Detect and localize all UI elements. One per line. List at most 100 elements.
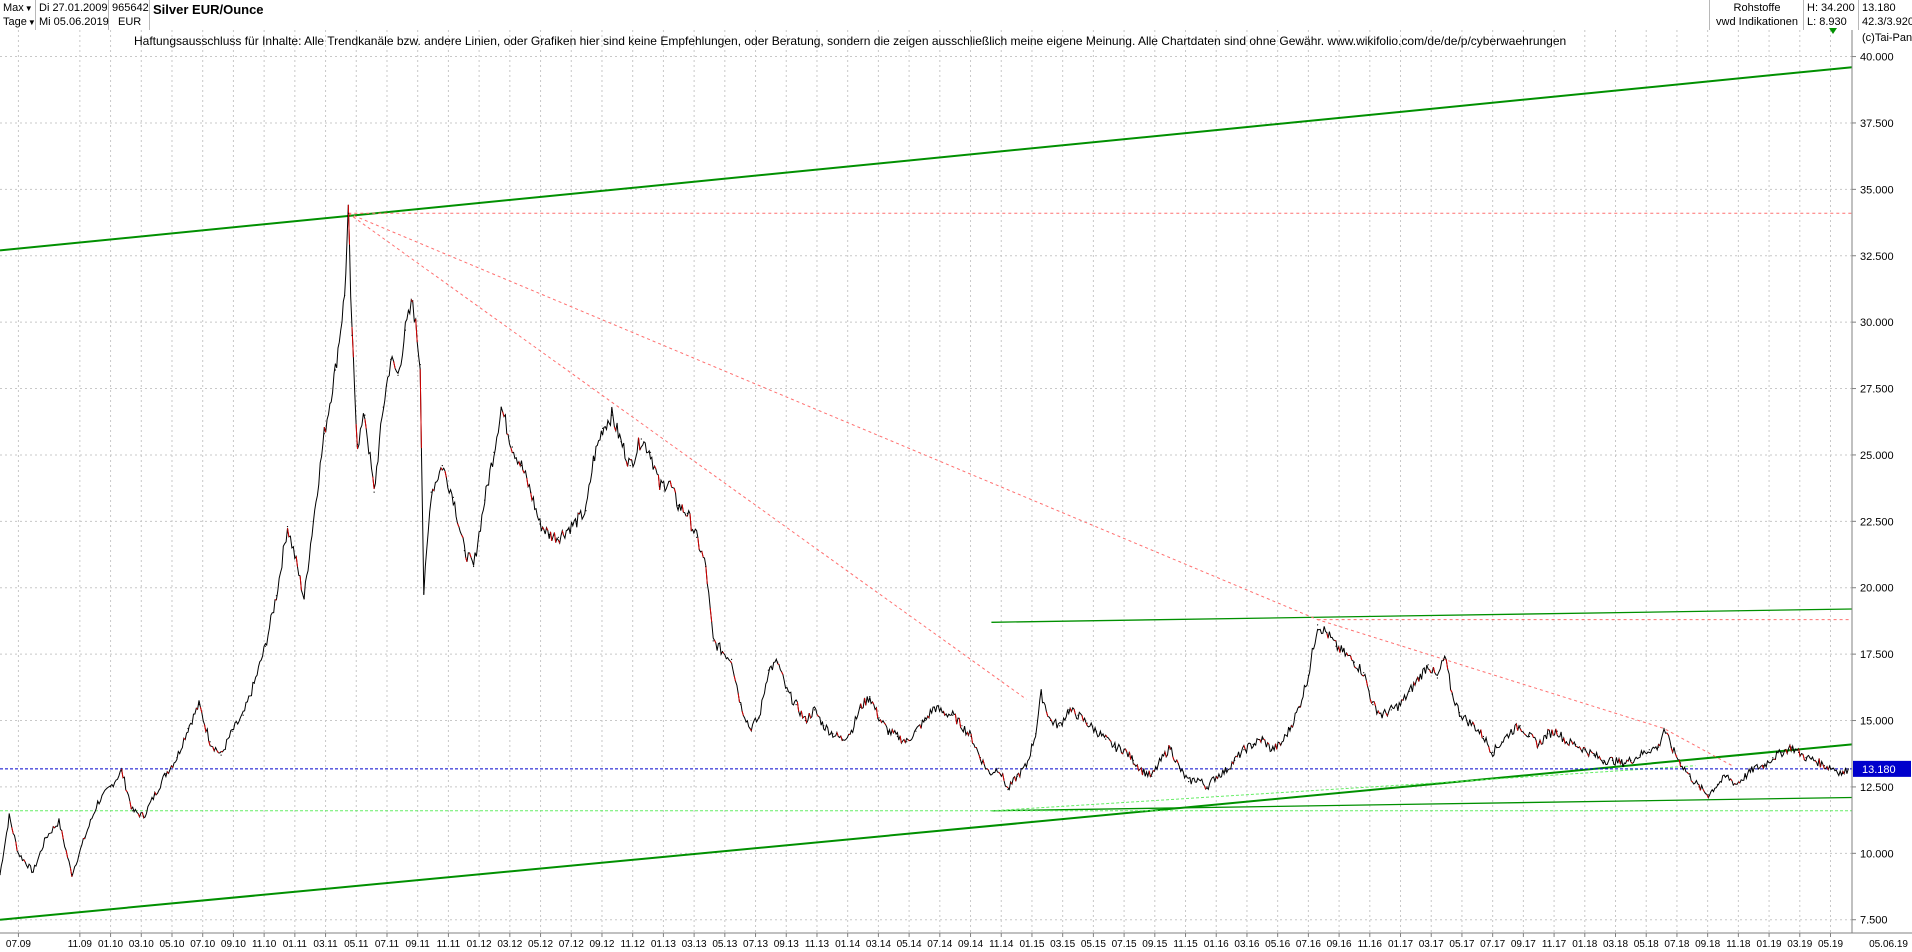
price-point: [143, 815, 145, 817]
price-point: [1160, 759, 1162, 762]
price-point: [933, 706, 935, 708]
price-point: [404, 329, 406, 331]
price-point: [620, 441, 622, 443]
price-point: [1243, 749, 1245, 751]
price-point: [832, 733, 834, 735]
price-point: [915, 730, 917, 732]
x-tick-label: 01.15: [1019, 939, 1044, 950]
disclaimer-text: Haftungsausschluss für Inhalte: Alle Tre…: [134, 34, 1567, 48]
price-point: [1427, 664, 1429, 666]
x-tick-label: 11.15: [1173, 939, 1198, 950]
x-tick-label: 09.16: [1327, 939, 1352, 950]
copyright-label: (c)Tai-Pan: [1862, 32, 1912, 44]
price-point: [979, 757, 982, 759]
y-tick-label: 25.000: [1860, 450, 1894, 462]
price-point: [493, 451, 495, 453]
price-point: [32, 871, 34, 873]
x-tick-label: 07.13: [743, 939, 768, 950]
x-tick-label: 09.15: [1142, 939, 1167, 950]
dropdown-arrow-icon: ▼: [24, 4, 33, 13]
price-point: [1630, 759, 1632, 762]
price-point: [1648, 749, 1650, 751]
price-point: [906, 741, 908, 743]
x-tick-label: 01.12: [467, 939, 492, 950]
x-tick-label: 07.17: [1480, 939, 1505, 950]
price-point: [1215, 775, 1217, 777]
last-value-marker: 13.180: [1829, 28, 1911, 777]
price-point: [110, 786, 112, 788]
price-point: [1059, 725, 1061, 727]
source-label: vwd Indikationen: [1716, 16, 1798, 28]
price-point: [1823, 765, 1825, 767]
price-point: [942, 712, 945, 714]
x-tick-label: 03.17: [1419, 939, 1444, 950]
price-point: [1716, 783, 1719, 785]
price-point: [841, 738, 843, 740]
price-point: [1501, 741, 1503, 743]
price-point: [1141, 770, 1144, 772]
price-point: [1519, 725, 1521, 727]
price-point: [187, 727, 189, 730]
high-low-cell: H: 34.200 L: 8.930: [1804, 0, 1859, 30]
price-point: [1418, 677, 1420, 679]
price-point: [850, 730, 853, 732]
price-point: [419, 364, 421, 366]
price-point: [1234, 759, 1236, 762]
trend-line: [991, 796, 1853, 812]
x-tick-label: 03.13: [682, 939, 707, 950]
price-point: [1805, 757, 1807, 759]
x-tick-label: 05.10: [159, 939, 184, 950]
price-point: [712, 640, 714, 642]
y-tick-label: 7.500: [1860, 915, 1888, 927]
y-tick-label: 12.500: [1860, 782, 1894, 794]
extra-info-value: 42.3/3.920: [1862, 16, 1912, 28]
price-point: [795, 704, 797, 706]
price-point: [629, 465, 631, 467]
price-line-down-segments: [11, 204, 1845, 877]
price-point: [1252, 743, 1254, 746]
price-point: [1114, 746, 1116, 748]
x-tick-label: 09.17: [1511, 939, 1536, 950]
price-point: [452, 496, 454, 498]
wkn-label: 965642: [112, 2, 149, 14]
price-point: [1814, 759, 1816, 762]
price-point: [351, 334, 353, 336]
price-point: [530, 491, 532, 493]
price-point: [705, 565, 707, 568]
source-cell: Rohstoffe vwd Indikationen: [1710, 0, 1804, 30]
price-point: [1105, 738, 1107, 740]
period-selector[interactable]: Tage▼: [3, 16, 36, 28]
price-point: [1689, 775, 1691, 777]
price-point: [154, 794, 156, 796]
price-point: [823, 725, 825, 727]
x-tick-label: 07.10: [190, 939, 215, 950]
selector-cell: Max▼ Tage▼: [0, 0, 36, 30]
x-tick-label: 03.14: [866, 939, 891, 950]
price-point: [1762, 765, 1765, 767]
x-tick-label: 11.11: [437, 939, 461, 950]
price-point: [1444, 656, 1446, 658]
price-point: [1798, 751, 1800, 754]
x-tick-label: 05.15: [1081, 939, 1106, 950]
price-point: [344, 295, 346, 297]
price-point: [1261, 738, 1263, 740]
x-tick-label: 01.19: [1757, 939, 1782, 950]
x-tick-label: 09.11: [406, 939, 431, 950]
x-tick-label: 01.10: [98, 939, 123, 950]
x-tick-label: 11.16: [1358, 939, 1383, 950]
price-point: [511, 446, 513, 448]
price-point: [998, 767, 1000, 769]
price-point: [1538, 743, 1540, 746]
trend-line: [991, 608, 1853, 623]
price-point: [220, 754, 222, 756]
range-selector[interactable]: Max▼: [3, 2, 33, 14]
price-point: [356, 443, 359, 445]
price-point: [1353, 661, 1355, 663]
price-point: [1670, 746, 1672, 748]
price-point: [1847, 768, 1849, 770]
x-tick-label: 01.18: [1572, 939, 1597, 950]
x-tick-label: 09.18: [1695, 939, 1720, 950]
x-tick-label: 07.18: [1664, 939, 1689, 950]
price-point: [1492, 751, 1494, 754]
